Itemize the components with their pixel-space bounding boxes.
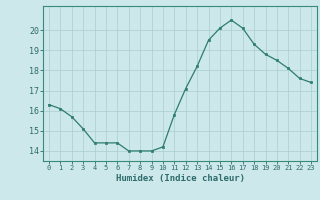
X-axis label: Humidex (Indice chaleur): Humidex (Indice chaleur) xyxy=(116,174,244,183)
